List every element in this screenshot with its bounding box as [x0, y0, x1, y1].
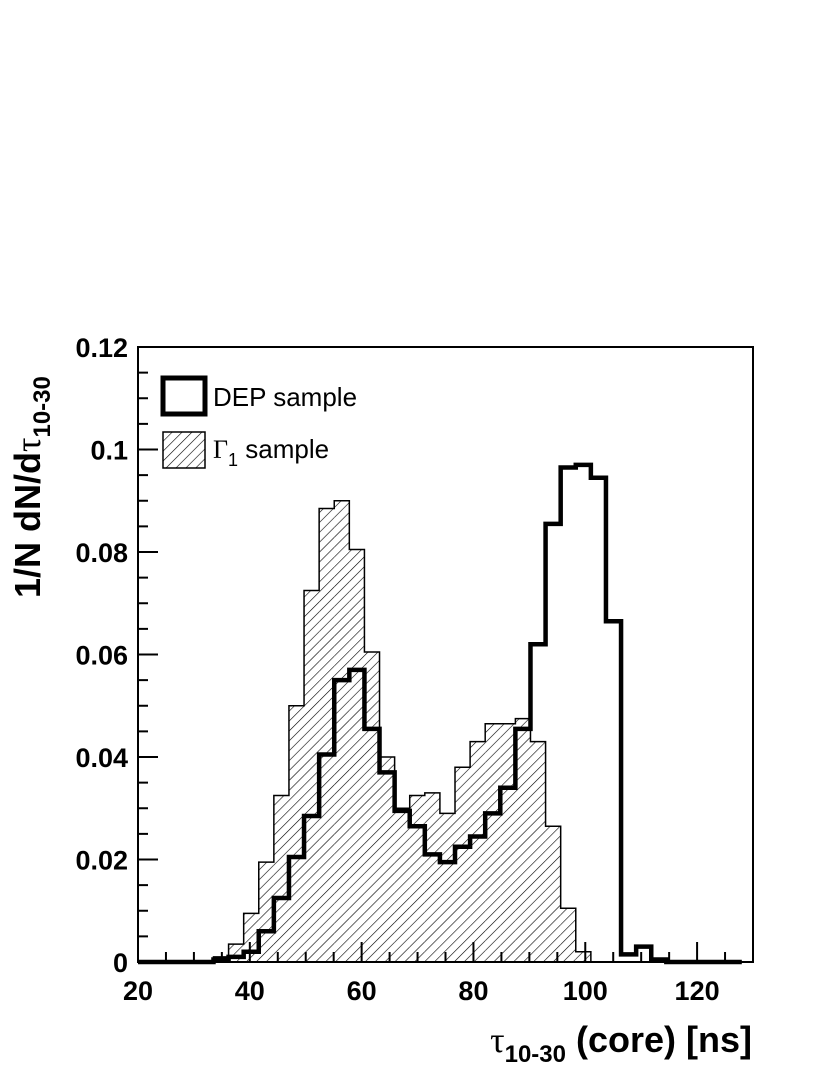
y-tick-label: 0 [113, 948, 128, 978]
y-tick-label: 0.06 [75, 641, 128, 671]
gamma-bin [530, 741, 546, 962]
gamma-bin [379, 757, 395, 962]
gamma-bin [334, 500, 350, 962]
y-tick-label: 0.08 [75, 538, 128, 568]
gamma-bin [470, 741, 486, 962]
legend-label-gamma: Γ1 sample [213, 434, 329, 470]
gamma-bin [288, 705, 305, 962]
gamma-bin [424, 792, 440, 962]
gamma-bin [515, 718, 531, 962]
gamma-bin [228, 944, 244, 962]
gamma-series [138, 500, 742, 963]
legend-label-dep: DEP sample [213, 382, 357, 412]
gamma-bin [439, 813, 456, 962]
gamma-bin [394, 808, 410, 962]
y-axis: 0 0.02 0.04 0.06 0.08 0.1 0.12 [75, 333, 158, 978]
x-tick-label: 120 [675, 976, 720, 1006]
legend: DEP sample Γ1 sample [160, 375, 357, 470]
gamma-bin [485, 723, 501, 962]
gamma-bin [560, 908, 576, 962]
gamma-bin [545, 826, 561, 962]
gamma-bin [455, 767, 471, 962]
gamma-bin [575, 951, 591, 962]
y-tick-label: 0.02 [75, 846, 128, 876]
x-tick-label: 60 [347, 976, 377, 1006]
x-axis-title: τ10-30 (core) [ns] [490, 1019, 752, 1068]
y-tick-label: 0.1 [90, 436, 128, 466]
y-tick-label: 0.12 [75, 333, 128, 363]
legend-swatch-dep [160, 375, 208, 417]
x-tick-label: 40 [235, 976, 265, 1006]
y-tick-label: 0.04 [75, 743, 128, 773]
gamma-bin [349, 549, 365, 962]
x-axis: 20 40 60 80 100 120 [123, 942, 754, 1006]
legend-swatch-gamma [162, 431, 206, 469]
gamma-bin [243, 913, 259, 962]
dep-series [138, 462, 742, 965]
gamma-bin [409, 795, 425, 962]
gamma-bin [258, 862, 274, 962]
gamma-bin [319, 508, 335, 962]
gamma-bin [364, 651, 380, 962]
x-tick-label: 20 [123, 976, 153, 1006]
gamma-bin [304, 590, 320, 962]
gamma-outline [138, 500, 742, 963]
y-axis-title: 1/N dN/dτ10-30 [7, 376, 56, 598]
gamma-bin [500, 723, 516, 962]
x-tick-label: 100 [563, 976, 608, 1006]
x-tick-label: 80 [458, 976, 488, 1006]
dep-outline [138, 462, 742, 965]
gamma-bin [273, 795, 289, 962]
